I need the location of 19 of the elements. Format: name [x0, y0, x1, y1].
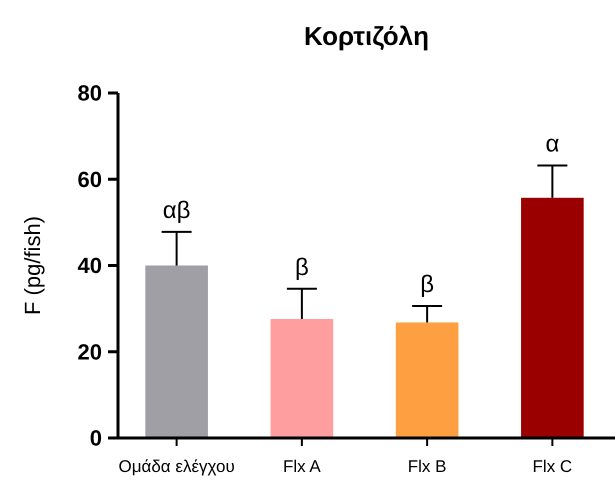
y-tick-label: 60 — [78, 166, 102, 192]
annotation: α — [545, 130, 560, 158]
y-tick-label: 20 — [78, 339, 102, 364]
bar — [270, 318, 334, 438]
x-tick-label: Flx C — [532, 457, 572, 476]
bar — [396, 322, 458, 438]
x-tick-label: Flx B — [408, 457, 446, 476]
y-tick-label: 0 — [90, 426, 102, 451]
y-axis-title: F (pg/fish) — [20, 216, 45, 316]
x-tick-label: Flx A — [282, 457, 322, 476]
bar — [145, 266, 208, 438]
y-tick-label: 40 — [78, 253, 102, 278]
bar — [521, 198, 584, 438]
x-tick-label: Ομάδα ελέγχου — [118, 457, 235, 476]
chart-title: Κορτιζόλη — [304, 21, 429, 51]
annotation: β — [420, 271, 434, 298]
annotation: β — [294, 254, 309, 281]
annotation: αβ — [162, 196, 190, 224]
y-tick-label: 80 — [78, 80, 102, 106]
